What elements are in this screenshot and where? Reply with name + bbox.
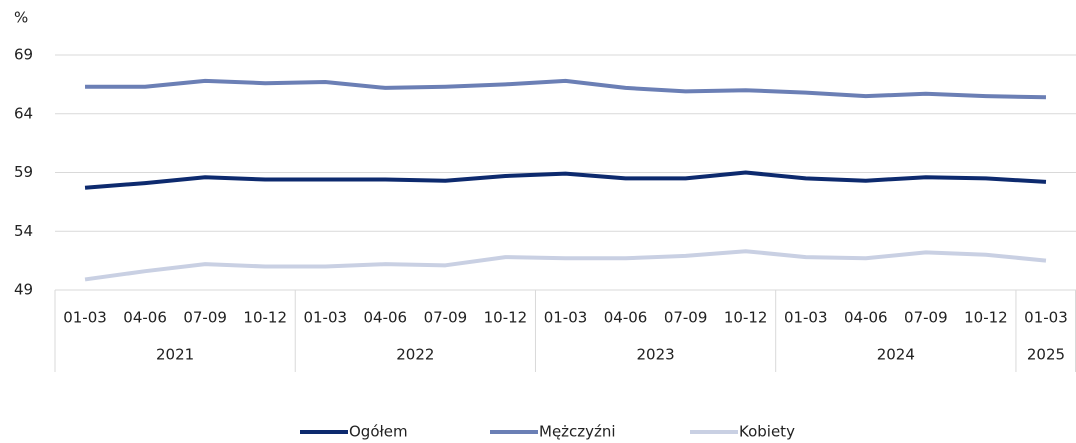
y-tick-label: 69	[14, 46, 33, 64]
y-unit-label: %	[14, 9, 28, 27]
x-group-label: 2024	[877, 346, 915, 364]
x-tick-label: 07-09	[424, 309, 468, 327]
x-tick-label: 01-03	[1024, 309, 1068, 327]
x-tick-label: 10-12	[964, 309, 1008, 327]
series-line	[84, 170, 1047, 190]
x-group-label: 2025	[1027, 346, 1065, 364]
y-tick-label: 49	[14, 281, 33, 299]
y-tick-label: 59	[14, 163, 33, 181]
x-tick-label: 07-09	[904, 309, 948, 327]
x-tick-label: 10-12	[484, 309, 528, 327]
x-tick-label: 04-06	[604, 309, 648, 327]
legend-label: Ogółem	[349, 423, 408, 441]
y-tick-label: 54	[14, 222, 33, 240]
series-line	[84, 249, 1047, 282]
legend-label: Mężczyźni	[539, 423, 616, 441]
y-tick-label: 64	[14, 104, 33, 122]
x-group-label: 2023	[636, 346, 674, 364]
x-tick-label: 07-09	[664, 309, 708, 327]
x-tick-label: 04-06	[844, 309, 888, 327]
x-group-label: 2021	[156, 346, 194, 364]
x-tick-label: 07-09	[183, 309, 227, 327]
x-tick-label: 10-12	[724, 309, 768, 327]
x-tick-label: 04-06	[123, 309, 167, 327]
series-line	[85, 78, 1047, 100]
x-tick-label: 04-06	[364, 309, 408, 327]
x-tick-label: 01-03	[63, 309, 107, 327]
x-tick-label: 01-03	[784, 309, 828, 327]
x-group-label: 2022	[396, 346, 434, 364]
legend-label: Kobiety	[739, 423, 795, 441]
x-tick-label: 01-03	[303, 309, 347, 327]
x-tick-label: 10-12	[243, 309, 287, 327]
x-tick-label: 01-03	[544, 309, 588, 327]
